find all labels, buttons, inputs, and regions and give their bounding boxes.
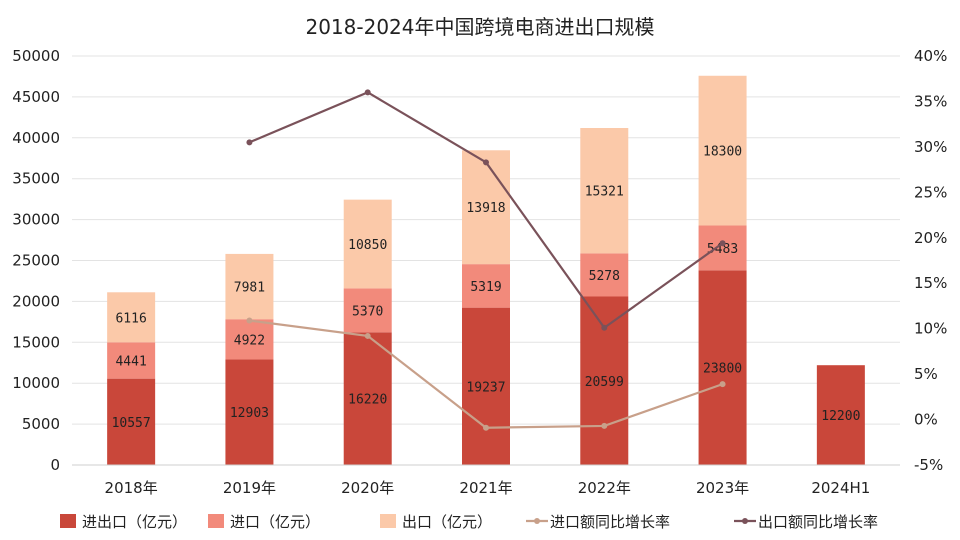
right-tick-label: 5% (914, 365, 938, 383)
category-label: 2023年 (696, 479, 749, 497)
growth-lines (246, 89, 726, 431)
legend-label: 出口额同比增长率 (758, 513, 878, 531)
legend-label: 出口（亿元） (402, 513, 492, 531)
bar-value-label: 13918 (466, 201, 505, 216)
right-tick-label: 10% (914, 320, 947, 338)
right-y-axis: -5% 0% 5% 10% 15% 20% 25% 30% 35% 40% (914, 47, 947, 474)
legend-swatch (208, 514, 224, 528)
bar-segment (343, 332, 392, 465)
legend-label: 进出口（亿元） (82, 513, 187, 531)
bar-segment (580, 296, 629, 465)
right-tick-label: 15% (914, 274, 947, 292)
bar-segment (580, 128, 629, 254)
right-tick-label: 25% (914, 183, 947, 201)
bar-value-label: 20599 (585, 375, 624, 390)
bar-segment (107, 292, 156, 343)
x-axis: 2018年 2019年 2020年 2021年 2022年 2023年 2024H1 (72, 464, 900, 497)
left-tick-label: 35000 (12, 170, 60, 188)
bar-segment (225, 359, 274, 465)
bar-value-label: 16220 (348, 393, 387, 408)
bar-value-label: 10850 (348, 238, 387, 253)
left-tick-label: 0 (50, 456, 60, 474)
line-point (601, 324, 608, 331)
bar-segment (462, 150, 510, 265)
bar-value-label: 15321 (585, 185, 624, 200)
category-label: 2020年 (341, 479, 394, 497)
bar-value-label: 18300 (703, 145, 742, 160)
right-tick-label: -5% (914, 456, 943, 474)
category-label: 2022年 (578, 479, 631, 497)
bars: 10557 4441 6116 12903 4922 7981 16220 5370 10850… (107, 75, 865, 465)
legend: 进出口（亿元） 进口（亿元） 出口（亿元） 进口额同比增长率 出口额同比增长率 (60, 513, 878, 531)
bar-value-label: 12903 (230, 406, 269, 421)
bar-segment (107, 378, 156, 465)
bar-segment (107, 342, 156, 379)
bar-value-label: 4441 (115, 354, 146, 369)
bar-value-label: 23800 (703, 362, 742, 377)
bar-value-label: 4922 (234, 333, 265, 348)
bar-segment (698, 225, 747, 271)
legend-swatch (60, 514, 76, 528)
bar-segment (698, 270, 747, 465)
line-point (483, 424, 489, 431)
right-tick-label: 35% (914, 92, 947, 110)
bar-value-label: 5370 (352, 304, 383, 319)
legend-label: 进口额同比增长率 (550, 513, 670, 531)
bar-segment (225, 319, 274, 360)
right-tick-label: 0% (914, 411, 938, 429)
line-point (364, 89, 371, 96)
left-tick-label: 15000 (12, 333, 60, 351)
left-tick-label: 30000 (12, 211, 60, 229)
left-tick-label: 40000 (12, 129, 60, 147)
bar-segment (225, 253, 274, 320)
left-tick-label: 45000 (12, 88, 60, 106)
bar-value-label: 5278 (589, 269, 620, 284)
line-point (719, 240, 726, 247)
legend-marker (534, 518, 540, 524)
line-point (364, 332, 371, 339)
left-y-axis: 0 5000 10000 15000 20000 25000 30000 35000 40000… (12, 47, 60, 474)
bar-segment (462, 264, 510, 308)
legend-swatch (380, 514, 396, 528)
bar-segment (462, 307, 510, 465)
line-point (246, 139, 253, 146)
bar-value-label: 7981 (234, 281, 265, 296)
bar-segment (816, 365, 865, 465)
chart-title: 2018-2024年中国跨境电商进出口规模 (305, 15, 654, 39)
category-label: 2021年 (459, 479, 512, 497)
line-point (246, 317, 253, 324)
bar-segment (580, 253, 629, 297)
line-point (483, 159, 489, 166)
category-label: 2018年 (105, 479, 158, 497)
right-tick-label: 20% (914, 229, 947, 247)
left-tick-label: 50000 (12, 47, 60, 65)
right-tick-label: 40% (914, 47, 947, 65)
bar-value-label: 6116 (115, 311, 146, 326)
bar-segment (343, 288, 392, 333)
category-label: 2019年 (223, 479, 276, 497)
bar-segment (698, 75, 747, 226)
line-point (719, 381, 726, 388)
legend-marker (742, 518, 748, 524)
category-label: 2024H1 (811, 479, 870, 497)
left-tick-label: 20000 (12, 292, 60, 310)
left-tick-label: 25000 (12, 252, 60, 270)
line-point (601, 422, 608, 429)
bar-value-label: 10557 (112, 416, 151, 431)
legend-label: 进口（亿元） (230, 513, 320, 531)
bar-value-label: 5319 (470, 280, 501, 295)
right-tick-label: 30% (914, 138, 947, 156)
left-tick-label: 5000 (22, 415, 60, 433)
bar-value-label: 12200 (821, 409, 860, 424)
left-tick-label: 10000 (12, 374, 60, 392)
bar-value-label: 19237 (466, 380, 505, 395)
bar-segment (343, 199, 392, 289)
bar-value-label: 5483 (707, 242, 738, 257)
